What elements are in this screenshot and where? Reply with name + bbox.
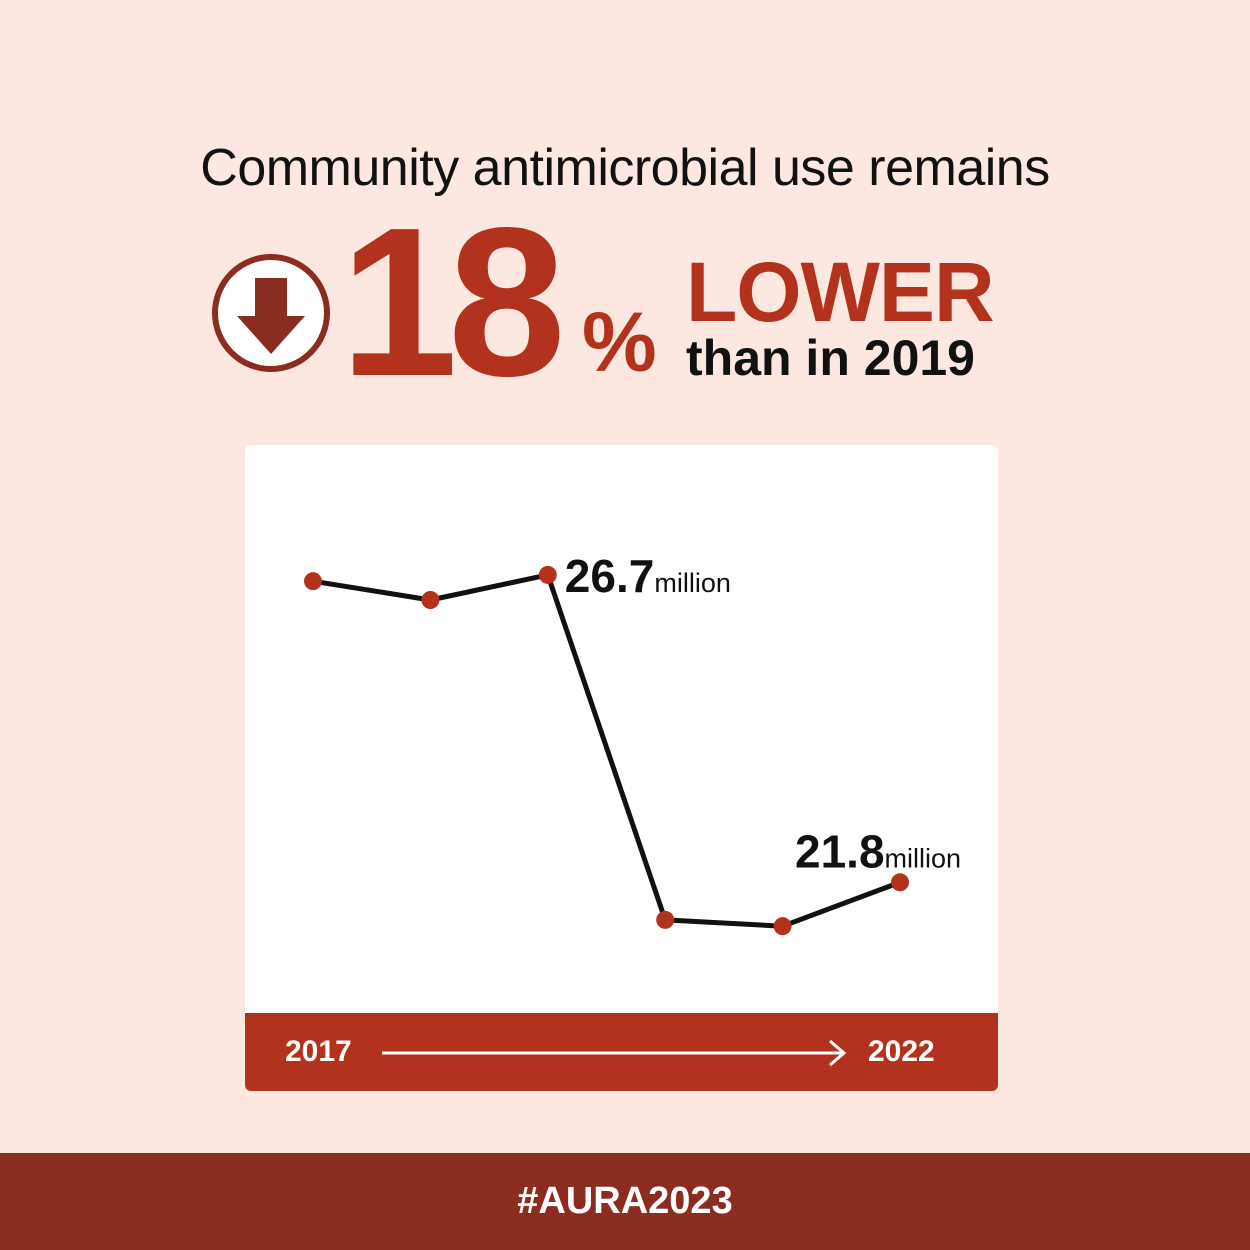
x-end-label: 2022 [868,1035,935,1068]
data-label-2022: 21.8million [795,825,961,877]
line-chart: 26.7million 21.8million [304,550,961,936]
headline-line1: Community antimicrobial use remains [200,139,1050,197]
series-line [312,572,901,929]
x-axis-band: 2017 2022 [245,1013,998,1091]
data-point-2020 [656,910,675,929]
headline-comparison: than in 2019 [686,330,975,386]
data-point-2021 [773,917,792,936]
percent-sign: % [582,295,657,389]
down-arrow-circle-icon [212,254,330,372]
headline-direction: LOWER [686,245,995,339]
footer-hashtag: #AURA2023 [0,1153,1250,1250]
data-point-2017 [304,572,322,591]
timeline-arrow-icon [382,1039,847,1067]
data-point-2018 [421,591,440,609]
headline-percentage: 18 [340,183,566,420]
data-point-2019 [538,565,557,584]
x-start-label: 2017 [285,1035,352,1068]
chart-card: 26.7million 21.8million 2017 2022 [245,445,998,1091]
data-point-2022 [891,873,909,892]
data-label-2019: 26.7million [565,550,731,602]
